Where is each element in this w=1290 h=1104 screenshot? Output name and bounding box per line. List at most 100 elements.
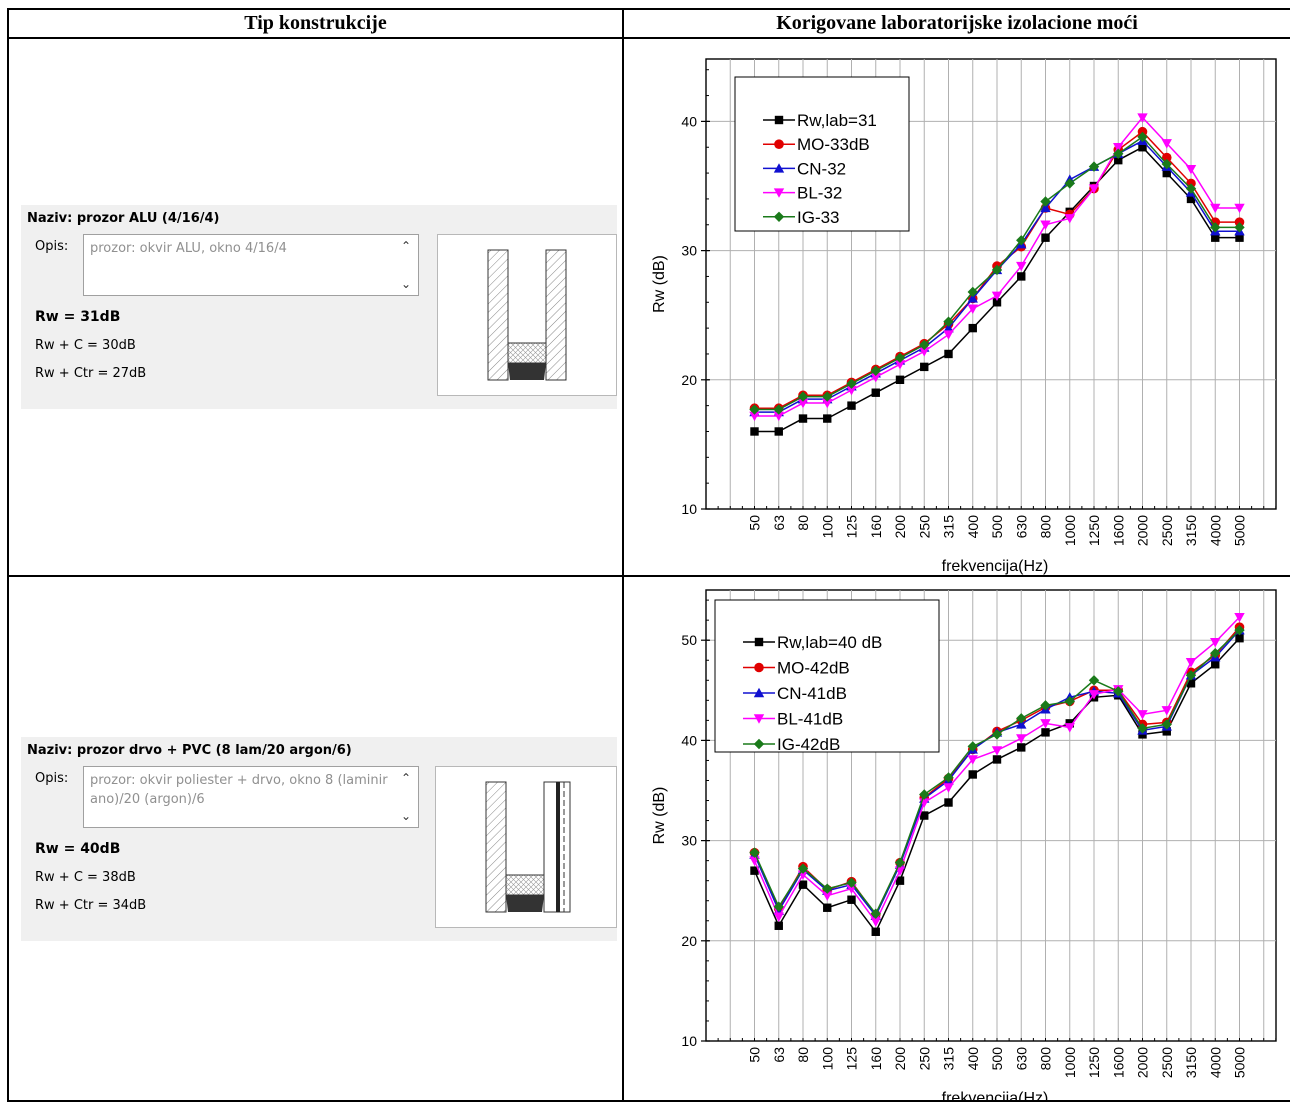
data-point	[847, 401, 856, 410]
data-point	[750, 427, 759, 436]
x-tick-label: 1000	[1062, 1047, 1078, 1078]
x-tick-label: 4000	[1207, 515, 1223, 546]
y-tick-label: 10	[681, 501, 697, 517]
legend-label: BL-41dB	[777, 710, 843, 729]
rw-ctr-value: Rw + Ctr = 34dB	[35, 898, 147, 913]
rw-value: Rw = 40dB	[35, 841, 121, 857]
data-point	[847, 895, 856, 904]
data-point	[871, 388, 880, 397]
data-point	[797, 863, 809, 874]
data-point	[1017, 743, 1026, 752]
data-point	[1064, 696, 1075, 707]
row-divider	[7, 575, 1290, 577]
window-section-diagram-icon	[437, 234, 617, 396]
column-divider	[622, 8, 624, 1102]
construction-panel: Naziv: prozor ALU (4/16/4) Opis: prozor:…	[21, 205, 617, 409]
data-point	[1040, 719, 1051, 729]
x-tick-label: 125	[844, 515, 860, 539]
data-point	[1137, 113, 1148, 123]
data-point	[1234, 612, 1245, 623]
data-point	[943, 783, 954, 793]
data-point	[992, 298, 1002, 307]
data-point	[1041, 233, 1050, 242]
rw-ctr-value: Rw + Ctr = 27dB	[35, 366, 147, 381]
data-point	[749, 411, 760, 422]
data-point	[1186, 679, 1196, 688]
x-axis-label: frekvencija(Hz)	[942, 1090, 1049, 1102]
x-tick-label: 1600	[1110, 515, 1126, 546]
data-point	[943, 322, 954, 333]
data-point	[774, 921, 783, 930]
x-tick-label: 80	[795, 515, 811, 531]
data-point	[846, 877, 857, 888]
data-point	[1235, 233, 1244, 242]
description-textarea[interactable]: prozor: okvir ALU, okno 4/16/4 ⌃ ⌄	[83, 234, 419, 296]
scroll-down-icon[interactable]: ⌄	[400, 809, 412, 823]
legend-marker	[753, 714, 765, 724]
scroll-down-icon[interactable]: ⌄	[400, 277, 412, 291]
data-point	[967, 755, 978, 765]
data-point	[1113, 143, 1124, 153]
x-tick-label: 2500	[1159, 1047, 1175, 1078]
data-point	[871, 927, 880, 936]
x-tick-label: 5000	[1232, 1047, 1248, 1078]
data-point	[1161, 139, 1172, 149]
x-tick-label: 50	[747, 1047, 763, 1063]
data-point	[1234, 203, 1245, 214]
x-tick-label: 250	[916, 1047, 932, 1071]
data-point	[1040, 196, 1051, 207]
data-point	[1161, 152, 1172, 163]
data-point	[1088, 675, 1100, 686]
data-point	[749, 404, 760, 415]
data-point	[967, 286, 978, 298]
data-point	[1113, 148, 1124, 159]
rw-c-value: Rw + C = 30dB	[35, 338, 136, 353]
x-tick-label: 315	[941, 515, 957, 539]
data-point	[773, 404, 784, 415]
x-axis-label: frekvencija(Hz)	[942, 558, 1049, 575]
data-point	[1210, 638, 1221, 648]
x-tick-label: 500	[989, 1047, 1005, 1071]
data-point	[870, 365, 881, 376]
data-point	[1211, 233, 1220, 242]
legend-label: Rw,lab=40 dB	[777, 633, 882, 652]
x-tick-label: 400	[965, 1047, 981, 1071]
description-text: prozor: okvir poliester + drvo, okno 8 (…	[90, 773, 388, 807]
panel-title: Naziv: prozor drvo + PVC (8 lam/20 argon…	[27, 743, 352, 758]
y-tick-label: 20	[681, 372, 697, 388]
x-tick-label: 100	[819, 515, 835, 539]
x-tick-label: 1250	[1086, 515, 1102, 546]
data-point	[773, 912, 784, 922]
legend-label: BL-32	[797, 184, 842, 203]
data-point	[1138, 143, 1147, 152]
x-tick-label: 2000	[1135, 515, 1151, 546]
x-tick-label: 50	[747, 515, 763, 531]
data-point	[895, 375, 905, 384]
legend-marker	[754, 637, 764, 647]
rw-value: Rw = 31dB	[35, 309, 121, 325]
rw-frequency-chart-1: 10 20 30 40 50 63 80 100 125 160 200 250 315 400 500 63…	[651, 58, 1277, 575]
data-point	[943, 330, 954, 340]
legend-marker	[774, 115, 784, 125]
rw-c-value: Rw + C = 38dB	[35, 870, 136, 885]
data-point	[846, 378, 857, 389]
data-point	[822, 883, 833, 894]
data-point	[1088, 184, 1100, 194]
data-point	[920, 362, 929, 372]
header-divider	[7, 37, 1290, 39]
data-point	[798, 414, 808, 423]
scroll-up-icon[interactable]: ⌃	[400, 239, 412, 253]
data-point	[797, 398, 809, 409]
y-axis-label: Rw (dB)	[651, 255, 668, 313]
data-point	[894, 352, 906, 364]
description-textarea[interactable]: prozor: okvir poliester + drvo, okno 8 (…	[83, 766, 419, 828]
data-point	[894, 857, 906, 868]
scroll-up-icon[interactable]: ⌃	[400, 771, 412, 785]
data-point	[1211, 660, 1220, 669]
legend-box	[714, 599, 940, 753]
x-tick-label: 63	[771, 515, 787, 531]
data-point	[1185, 183, 1197, 194]
data-point	[968, 770, 977, 779]
data-point	[846, 385, 857, 396]
legend-label: CN-32	[797, 159, 846, 178]
